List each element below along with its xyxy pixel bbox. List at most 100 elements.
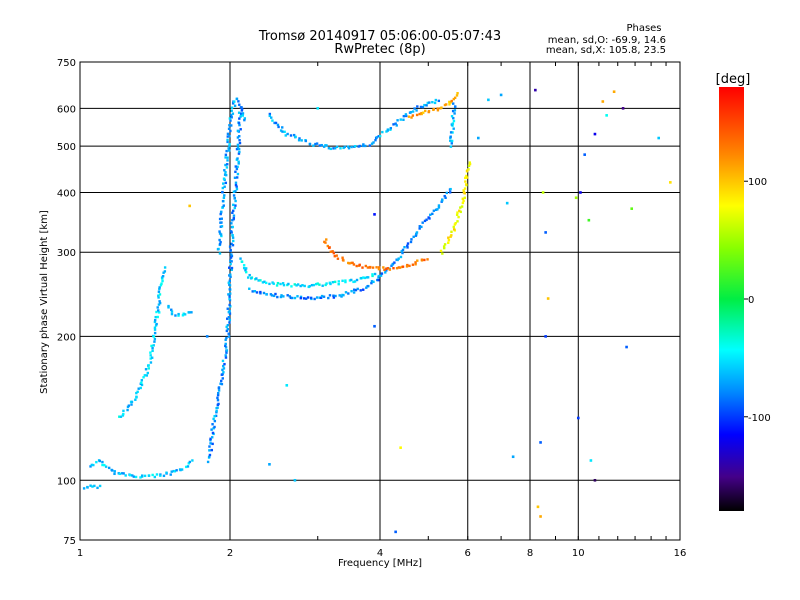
data-point — [227, 147, 230, 150]
data-point — [276, 123, 280, 127]
data-point — [447, 241, 450, 245]
data-point — [370, 280, 374, 283]
data-point — [230, 114, 233, 117]
data-point — [450, 115, 454, 118]
data-point — [281, 282, 285, 285]
data-point — [419, 105, 423, 109]
data-point — [233, 196, 236, 200]
data-point — [219, 240, 222, 244]
data-point — [366, 284, 369, 288]
data-point — [431, 100, 434, 104]
data-point — [385, 267, 388, 270]
data-point — [217, 402, 220, 406]
data-point — [217, 389, 221, 392]
data-point — [433, 101, 437, 105]
data-point — [209, 442, 212, 445]
data-point — [255, 291, 259, 294]
data-point — [234, 199, 237, 203]
x-ticks: 1 2 4 6 8 10 16 — [77, 62, 687, 559]
data-point — [464, 180, 467, 183]
data-point — [625, 345, 628, 349]
colorbar-tick-label: 100 — [748, 177, 767, 188]
data-point — [452, 119, 456, 123]
data-point — [211, 423, 214, 426]
data-point — [362, 276, 365, 279]
data-point — [322, 145, 326, 148]
data-point — [282, 283, 286, 287]
data-point — [226, 317, 229, 320]
data-point — [299, 284, 302, 288]
data-point — [221, 186, 225, 190]
data-point — [236, 143, 240, 147]
data-point — [415, 232, 418, 236]
data-point — [348, 279, 352, 282]
data-point — [406, 242, 410, 245]
data-point — [225, 349, 229, 352]
data-point — [274, 292, 277, 296]
data-point — [450, 230, 453, 233]
data-point — [293, 478, 297, 482]
data-point — [209, 439, 212, 442]
data-point — [213, 414, 216, 418]
data-point — [222, 177, 226, 180]
data-point — [462, 199, 465, 203]
data-point — [399, 255, 403, 259]
data-point — [375, 136, 379, 139]
data-point — [358, 263, 361, 267]
data-point — [190, 311, 193, 314]
data-point — [605, 114, 608, 117]
data-point — [415, 109, 418, 112]
data-point — [174, 314, 177, 317]
data-point — [583, 153, 586, 156]
data-point — [243, 118, 246, 122]
data-point — [240, 109, 244, 112]
data-point — [460, 205, 464, 208]
data-point — [229, 273, 232, 276]
data-point — [461, 201, 465, 205]
data-point — [450, 99, 453, 103]
data-point — [233, 104, 237, 108]
data-point — [228, 295, 231, 298]
data-point — [420, 225, 423, 229]
data-point — [443, 194, 446, 198]
data-point — [318, 283, 321, 286]
data-point — [355, 278, 359, 282]
data-point — [98, 484, 102, 488]
data-point — [255, 277, 258, 280]
data-point — [286, 132, 289, 136]
data-point — [221, 368, 224, 372]
data-point — [456, 92, 459, 95]
data-point — [186, 465, 190, 468]
data-point — [389, 127, 393, 130]
data-point — [234, 165, 237, 168]
data-point — [451, 122, 455, 125]
data-point — [226, 327, 229, 331]
data-point — [226, 159, 229, 162]
data-point — [371, 266, 375, 269]
data-point — [462, 189, 465, 192]
data-point — [400, 250, 403, 253]
data-point — [118, 415, 121, 418]
data-point — [140, 381, 143, 384]
data-point — [161, 274, 165, 278]
data-point — [130, 403, 133, 406]
data-point — [294, 135, 297, 139]
x-tick-label: 6 — [465, 548, 471, 559]
data-point — [263, 280, 266, 283]
data-point — [155, 473, 159, 476]
y-tick-label: 600 — [57, 104, 76, 115]
data-point — [251, 290, 254, 293]
data-point — [231, 243, 235, 247]
data-point — [231, 236, 235, 239]
data-point — [332, 251, 336, 255]
data-point — [268, 114, 271, 118]
data-point — [421, 105, 425, 109]
data-point — [154, 324, 158, 327]
data-point — [226, 135, 229, 138]
x-tick-label: 16 — [674, 548, 687, 559]
data-point — [262, 291, 266, 295]
data-point — [412, 235, 415, 239]
data-point — [275, 284, 279, 287]
data-point — [451, 131, 454, 134]
